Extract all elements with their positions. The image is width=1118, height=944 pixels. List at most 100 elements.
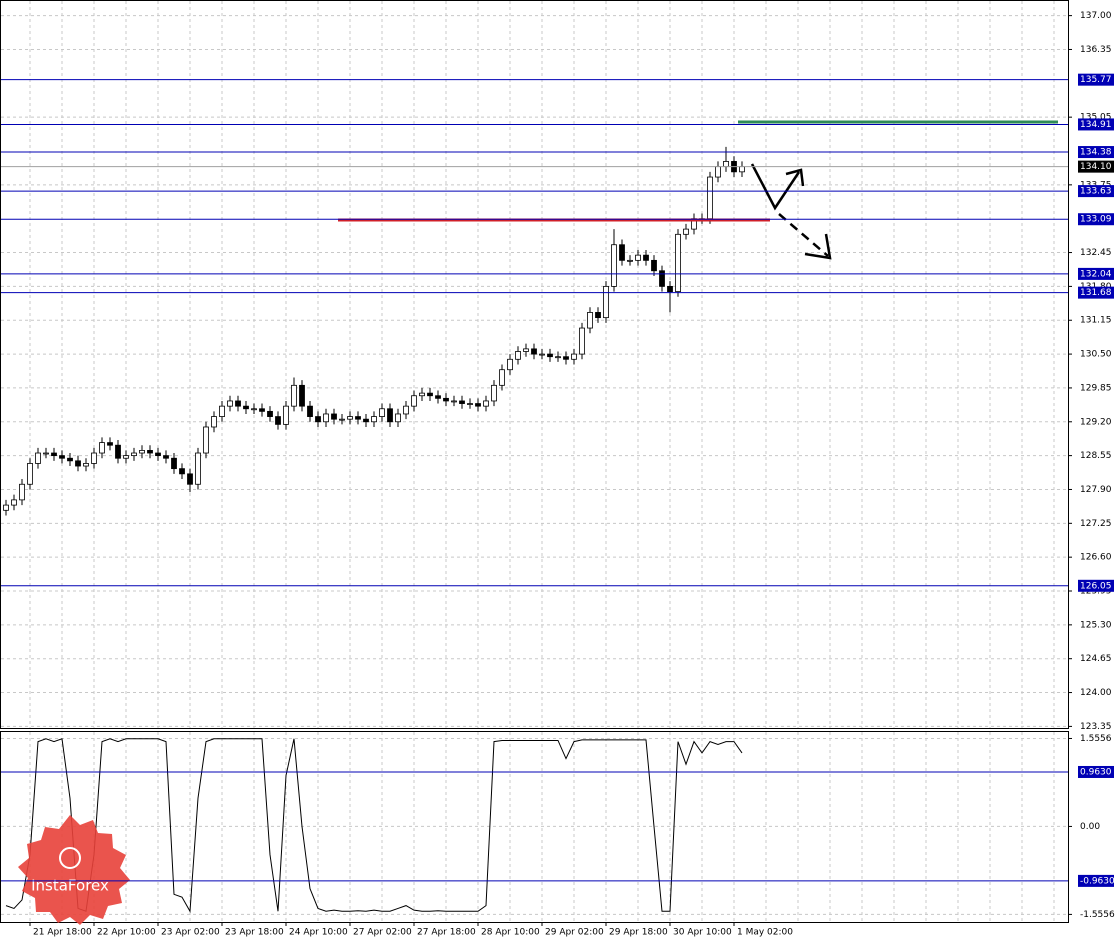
logo-icon: [59, 847, 81, 869]
candle-body: [195, 452, 201, 485]
candle-body: [163, 455, 169, 459]
candle-body: [315, 416, 321, 423]
x-tick-label: 21 Apr 18:00: [33, 928, 92, 938]
candle-body: [707, 176, 713, 220]
x-tick-label: 29 Apr 02:00: [545, 928, 604, 938]
x-tick-label: 22 Apr 10:00: [97, 928, 156, 938]
candle-body: [427, 392, 433, 397]
candle-body: [379, 408, 385, 417]
candle-body: [547, 353, 553, 358]
candle-body: [267, 410, 273, 417]
x-tick-label: 30 Apr 10:00: [673, 928, 732, 938]
candle-body: [51, 452, 57, 457]
candle-body: [115, 444, 121, 459]
candle-body: [395, 413, 401, 423]
candle-body: [435, 395, 441, 399]
candle-body: [683, 228, 689, 235]
x-tick-label: 27 Apr 18:00: [417, 928, 476, 938]
level-label-box: [1078, 146, 1114, 159]
y-tick-label: 136.35: [1080, 45, 1112, 55]
candle-body: [467, 403, 473, 405]
candle-body: [91, 452, 97, 464]
level-label: 0.9630: [1080, 767, 1112, 777]
y-tick-label: 135.05: [1080, 113, 1112, 123]
candle-body: [155, 452, 161, 457]
candle-body: [11, 499, 17, 506]
candle-body: [171, 457, 177, 470]
y-tick-label: 130.50: [1080, 350, 1112, 360]
level-label-box: [1078, 874, 1114, 887]
y-tick-label: 127.90: [1080, 485, 1112, 495]
y-tick-label: 1.5556: [1080, 734, 1112, 744]
candle-body: [339, 418, 345, 421]
level-label: 133.63: [1080, 187, 1112, 197]
candle-body: [459, 400, 465, 404]
candle-body: [43, 452, 49, 455]
x-tick-label: 28 Apr 10:00: [481, 928, 540, 938]
candle-body: [419, 392, 425, 397]
y-tick-label: 128.55: [1080, 451, 1112, 461]
y-tick-label: 123.35: [1080, 722, 1112, 732]
indicator-line: [5, 738, 743, 913]
x-tick-label: 1 May 02:00: [737, 928, 793, 938]
candle-body: [3, 504, 9, 511]
candle-body: [523, 348, 529, 352]
candle-body: [475, 403, 481, 407]
candle-body: [307, 405, 313, 417]
y-tick-label: 126.60: [1080, 553, 1112, 563]
candle-body: [331, 413, 337, 420]
x-tick-label: 27 Apr 02:00: [353, 928, 412, 938]
y-tick-label: 129.85: [1080, 383, 1112, 393]
candle-body: [627, 259, 633, 262]
x-tick-label: 24 Apr 10:00: [289, 928, 348, 938]
candle-body: [211, 416, 217, 428]
candle-body: [643, 254, 649, 261]
candle-body: [123, 455, 129, 459]
candle-body: [595, 312, 601, 319]
candle-body: [635, 254, 641, 261]
level-label: 134.91: [1080, 120, 1112, 130]
candle-body: [675, 233, 681, 292]
level-label: 135.77: [1080, 75, 1112, 85]
y-tick-label: 0.00: [1080, 822, 1100, 832]
candle-body: [139, 450, 145, 454]
candle-body: [571, 353, 577, 360]
candle-body: [83, 463, 89, 467]
candle-body: [739, 166, 745, 173]
candle-body: [491, 384, 497, 402]
candle-body: [27, 463, 33, 485]
y-tick-label: 125.30: [1080, 620, 1112, 630]
candle-body: [483, 400, 489, 407]
candle-body: [387, 408, 393, 423]
candle-body: [603, 285, 609, 319]
candle-body: [219, 405, 225, 417]
level-label: 126.05: [1080, 581, 1112, 591]
candle-body: [235, 400, 241, 407]
level-label: 134.38: [1080, 148, 1112, 158]
candle-body: [275, 416, 281, 425]
candle-body: [515, 351, 521, 360]
candle-body: [555, 356, 561, 359]
candle-body: [667, 285, 673, 292]
candle-body: [291, 384, 297, 407]
candle-body: [99, 442, 105, 454]
level-label-box: [1078, 286, 1114, 299]
y-tick-label: 137.00: [1080, 11, 1112, 21]
candle-body: [59, 455, 65, 459]
candle-body: [355, 416, 361, 420]
candle-body: [451, 400, 457, 403]
level-label: 132.04: [1080, 269, 1112, 279]
price-panel: [0, 0, 1069, 729]
level-label-box: [1078, 765, 1114, 778]
candle-body: [19, 483, 25, 501]
candle-body: [203, 426, 209, 454]
x-tick-label: 23 Apr 02:00: [161, 928, 220, 938]
candle-body: [723, 161, 729, 168]
candle-body: [259, 408, 265, 412]
level-label: -0.9630: [1080, 876, 1115, 886]
candle-body: [499, 369, 505, 386]
candle-body: [715, 166, 721, 178]
y-tick-label: 124.65: [1080, 654, 1112, 664]
